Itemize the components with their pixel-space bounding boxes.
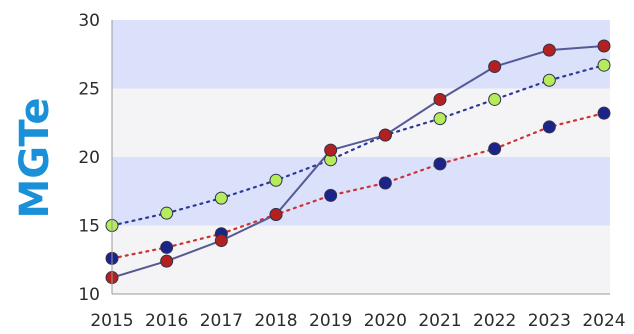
series-line-2 [110, 112, 606, 260]
data-point-series-2 [160, 240, 174, 254]
data-point-series-0 [269, 208, 283, 222]
data-point-series-0 [542, 43, 556, 57]
axes: 10 15 20 25 30 2015 2016 2017 2018 2019 2020 2021 20… [78, 11, 625, 331]
series-lines [110, 45, 606, 279]
data-point-series-2 [378, 176, 392, 190]
y-tick-label: 20 [78, 148, 100, 168]
data-point-series-1 [597, 58, 611, 72]
grid-band-1 [112, 88, 610, 157]
x-tick-label: 2020 [364, 311, 407, 331]
data-point-series-0 [378, 128, 392, 142]
x-tick-label: 2015 [90, 311, 133, 331]
y-tick-label: 10 [78, 285, 100, 305]
x-tick-label: 2023 [528, 311, 571, 331]
background-bands [112, 20, 610, 294]
data-point-series-0 [214, 234, 228, 248]
y-tick-label: 25 [78, 80, 100, 100]
data-point-series-2 [433, 157, 447, 171]
data-point-series-2 [488, 142, 502, 156]
x-tick-label: 2022 [473, 311, 516, 331]
data-point-series-0 [433, 92, 447, 106]
x-tick-label: 2016 [145, 311, 188, 331]
data-point-series-0 [488, 60, 502, 74]
x-tick-label: 2017 [200, 311, 243, 331]
grid-band-3 [112, 225, 610, 294]
data-point-series-1 [488, 92, 502, 106]
data-point-series-1 [433, 112, 447, 126]
data-point-series-1 [542, 73, 556, 87]
data-point-series-1 [269, 173, 283, 187]
x-tick-label: 2019 [309, 311, 352, 331]
y-tick-label: 15 [78, 217, 100, 237]
x-tick-label: 2018 [254, 311, 297, 331]
grid-band-0 [112, 20, 610, 89]
grid-band-2 [112, 157, 610, 226]
data-point-series-1 [160, 206, 174, 220]
series-line-1 [110, 64, 606, 227]
data-point-series-2 [542, 120, 556, 134]
data-point-series-2 [597, 106, 611, 120]
x-tick-label: 2021 [418, 311, 461, 331]
data-point-series-0 [160, 254, 174, 268]
data-point-series-1 [214, 191, 228, 205]
data-point-series-0 [324, 143, 338, 157]
series-line-0 [111, 45, 605, 279]
data-point-series-2 [324, 188, 338, 202]
data-point-series-0 [597, 39, 611, 53]
x-tick-label: 2024 [582, 311, 625, 331]
y-axis-title: MGTe [12, 97, 58, 218]
y-tick-label: 30 [78, 11, 100, 31]
